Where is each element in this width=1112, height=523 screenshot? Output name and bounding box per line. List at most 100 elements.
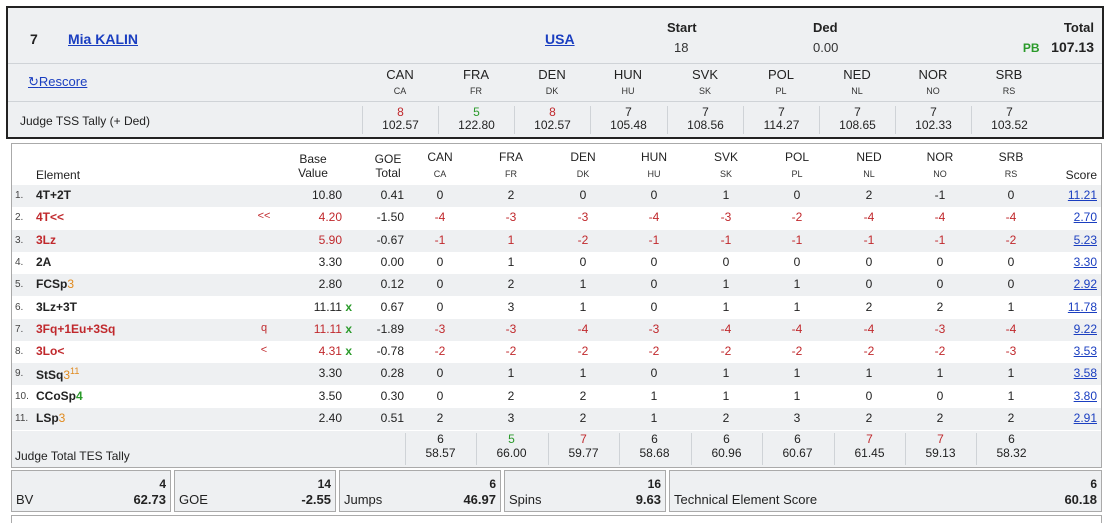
element-score-link[interactable]: 9.22 (1073, 321, 1097, 336)
element-score-link[interactable]: 5.23 (1073, 232, 1097, 247)
judge-code: DK (576, 169, 590, 179)
skater-name-link[interactable]: Mia KALIN (68, 31, 138, 47)
element-score-link[interactable]: 2.91 (1073, 411, 1097, 425)
refresh-icon: ↻ (28, 74, 39, 89)
judge-mark: -3 (648, 321, 660, 336)
element-code: 2A (36, 254, 52, 269)
judge-mark: 0 (579, 188, 587, 202)
tes-tally-cell: 7 61.45 (834, 433, 904, 465)
judge-mark: 0 (436, 254, 444, 269)
summary-count: 6 (489, 477, 496, 491)
element-row: 7. 3Fq+1Eu+3Sq q 11.11 x -1.89 -3 -3 -4 -3 -4 -4 -4… (12, 318, 1101, 341)
goe-total: 0.51 (380, 411, 404, 425)
judge-mark: 0 (579, 254, 587, 269)
element-index: 3. (15, 234, 24, 246)
element-flag: << (257, 210, 271, 223)
table-judge-header-rs: SRB RS (981, 150, 1041, 181)
element-index: 4. (15, 256, 24, 268)
element-score-link[interactable]: 3.53 (1073, 344, 1097, 359)
judge-mark: 1 (1007, 388, 1015, 403)
skater-nation-link[interactable]: USA (545, 31, 575, 47)
bonus-x-mark: x (341, 299, 352, 314)
element-score-link[interactable]: 3.58 (1073, 366, 1097, 381)
judge-code: CA (433, 169, 447, 179)
tally-count: 7 (1006, 105, 1013, 119)
judge-code: NO (926, 86, 940, 96)
table-judge-header-hu: HUN HU (624, 150, 684, 181)
judge-code: SK (719, 169, 732, 179)
element-table: Element Base Value GOE Total CAN CA FRA FR D… (11, 143, 1102, 468)
tes-tally-row: Judge Total TES Tally 6 58.57 5 66.00 7 59.77… (12, 431, 1101, 467)
summary-label: Spins (509, 492, 542, 507)
tes-tally-cell: 6 58.57 (405, 433, 475, 465)
total-group: PB 107.13 (1023, 39, 1094, 55)
tes-tally-cell: 6 60.96 (691, 433, 761, 465)
judge-header-nl: NED NL (819, 67, 895, 96)
judge-mark: 1 (650, 411, 658, 425)
judge-mark: -4 (1005, 210, 1017, 225)
judge-mark: 0 (1007, 254, 1015, 269)
element-index: 2. (15, 212, 24, 224)
judge-name: DEN (570, 150, 596, 164)
judge-mark: 1 (865, 366, 873, 381)
tes-value: 58.32 (996, 446, 1027, 460)
tes-value: 59.13 (925, 446, 956, 460)
judge-mark: 0 (865, 254, 873, 269)
total-label: Total (1063, 20, 1094, 35)
judge-mark: 1 (579, 366, 587, 381)
base-value: 3.30 (318, 366, 342, 381)
tss-tally-cell: 7 108.65 (819, 106, 895, 134)
judge-mark: 3 (793, 411, 801, 425)
judge-mark: -2 (434, 344, 446, 359)
tally-count: 7 (625, 105, 632, 119)
tes-tally-cell: 7 59.77 (548, 433, 618, 465)
judge-header-no: NOR NO (895, 67, 971, 96)
element-score-link[interactable]: 2.92 (1073, 277, 1097, 292)
judge-mark: -1 (434, 232, 446, 247)
judge-mark: 1 (936, 366, 944, 381)
summary-value: 62.73 (133, 492, 166, 507)
element-score-link[interactable]: 11.78 (1067, 299, 1097, 314)
goe-total: -0.78 (376, 344, 404, 359)
skater-info-row: 7 Mia KALIN USA Start 18 Ded 0.00 Total … (8, 8, 1102, 64)
element-level-sup: 11 (70, 366, 80, 377)
judge-code: DK (545, 86, 559, 96)
col-score: Score (1065, 168, 1097, 182)
judge-header-pl: POL PL (743, 67, 819, 96)
tss-tally-cell: 7 105.48 (590, 106, 666, 134)
judge-name: NOR (926, 150, 954, 164)
judge-header-dk: DEN DK (514, 67, 590, 96)
judge-mark: -4 (863, 210, 875, 225)
judge-mark: -1 (791, 232, 803, 247)
element-code: 4T+2T (36, 188, 72, 202)
element-row: 9. StSq311 3.30 0.28 0 1 1 0 1 1 1 1 1 3.58 (12, 363, 1101, 386)
judge-mark: -3 (577, 210, 589, 225)
summary-label: GOE (179, 492, 208, 507)
judge-code: RS (1002, 86, 1016, 96)
goe-total: 0.28 (380, 366, 404, 381)
judge-code: HU (647, 169, 661, 179)
tss-tally-cell: 8 102.57 (362, 106, 438, 134)
tally-count: 8 (397, 105, 404, 119)
judge-mark: -4 (1005, 321, 1017, 336)
judge-mark: 0 (865, 277, 873, 292)
element-score-link[interactable]: 11.21 (1067, 188, 1097, 202)
element-index: 9. (15, 368, 24, 380)
element-score-link[interactable]: 3.30 (1073, 254, 1097, 269)
judge-mark: -2 (791, 210, 803, 225)
base-value: 4.20 (318, 210, 342, 225)
element-score-link[interactable]: 3.80 (1073, 388, 1097, 403)
rescore-link[interactable]: ↻Rescore (28, 74, 87, 90)
element-flag: q (260, 321, 268, 334)
judge-mark: -3 (434, 321, 446, 336)
judge-mark: -4 (863, 321, 875, 336)
judge-mark: 1 (793, 388, 801, 403)
judge-code: PL (775, 86, 787, 96)
element-row: 3. 3Lz 5.90 -0.67 -1 1 -2 -1 -1 -1 -1 -1 -2 5.23 (12, 229, 1101, 252)
col-element: Element (36, 168, 81, 182)
element-score-link[interactable]: 2.70 (1073, 210, 1097, 225)
goe-total: 0.41 (380, 188, 404, 202)
judge-mark: 2 (865, 299, 873, 314)
judge-mark: 2 (936, 411, 944, 425)
judge-mark: 0 (650, 299, 658, 314)
